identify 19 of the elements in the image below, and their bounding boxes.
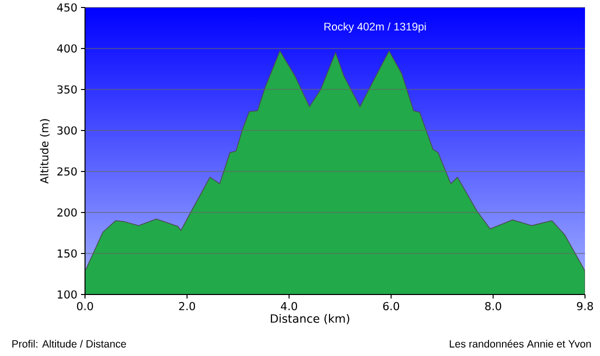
y-tick-label: 200 [57,208,77,216]
y-tick-label: 100 [58,290,77,298]
x-tick-label: 2.0 [179,302,196,310]
y-axis-title: Altitude (m) [40,118,50,184]
y-tick-label: 350 [57,85,77,94]
x-tick-label: 6.0 [383,302,400,310]
x-axis-title: Distance (km) [270,314,350,324]
annotation: Rocky 402m / 1319pi [324,22,426,32]
x-tick-label: 4.0 [280,302,298,310]
y-tick-label: 250 [57,167,77,176]
y-tick-label: 150 [58,249,77,258]
text: Profil: Altitude / Distance [12,340,126,348]
text: Les randonnées Annie et Yvon [450,340,591,348]
x-tick-label: 0.0 [77,302,93,310]
x-tick-label: 9.8 [576,302,593,310]
x-tick-label: 8.0 [485,302,502,310]
y-tick-label: 400 [57,44,77,52]
y-tick-label: 450 [57,3,77,12]
y-tick-label: 300 [57,126,77,134]
